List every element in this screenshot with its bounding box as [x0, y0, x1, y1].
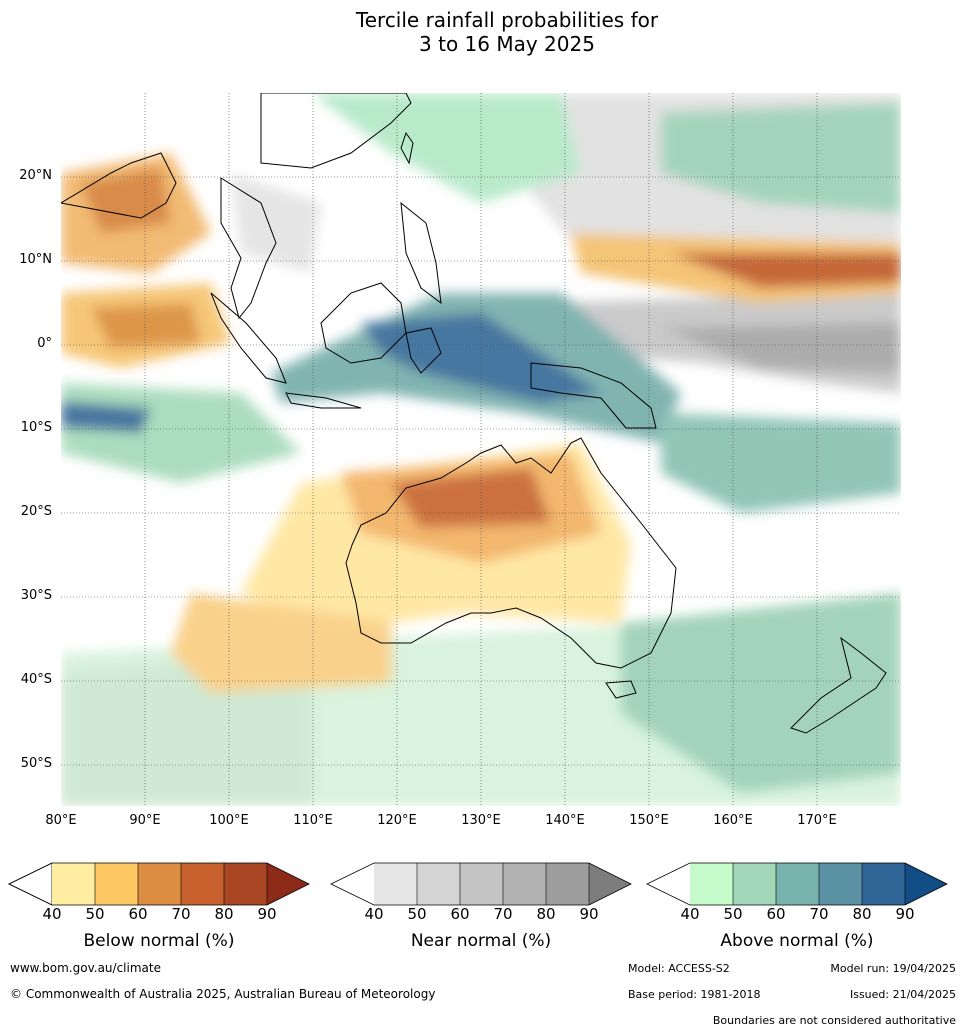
colorbar-above-bin-4: [819, 863, 862, 905]
tick-below-90: 90: [257, 905, 277, 923]
tick-above-60: 60: [766, 905, 786, 923]
coastline-philippines: [400, 201, 442, 305]
above-normal-tasman: [621, 593, 901, 793]
tick-above-70: 70: [809, 905, 829, 923]
lon-label-140e: 140°E: [545, 813, 585, 828]
footer-base-period: Base period: 1981-2018: [628, 988, 761, 1001]
map-title: Tercile rainfall probabilities for 3 to …: [0, 8, 965, 56]
coastline-sulawesi: [405, 327, 442, 374]
footer-model-run: Model run: 19/04/2025: [830, 962, 956, 975]
colorbar-near: [330, 862, 632, 906]
colorbar-below-bin-2: [95, 863, 138, 905]
lat-label-0: 0°: [37, 336, 52, 351]
legend-title-below: Below normal (%): [83, 931, 235, 951]
tick-below-80: 80: [214, 905, 234, 923]
below-normal-east-indian-core: [91, 303, 201, 348]
footer-boundaries-note: Boundaries are not considered authoritat…: [712, 1014, 956, 1027]
tick-near-60: 60: [450, 905, 470, 923]
colorbar-below-bin-1: [52, 863, 95, 905]
lon-label-120e: 120°E: [377, 813, 417, 828]
lat-label-50s: 50°S: [20, 756, 52, 771]
coastline-indochina: [220, 177, 277, 320]
colorbar-above-bin-3: [776, 863, 819, 905]
graticule: [61, 93, 901, 806]
colorbar-below-bin-5: [224, 863, 267, 905]
colorbar-above-extend-high: [905, 863, 947, 905]
lat-label-40s: 40°S: [20, 672, 52, 687]
tick-above-50: 50: [723, 905, 743, 923]
lon-label-150e: 150°E: [629, 813, 669, 828]
above-normal-south-pacific: [661, 413, 901, 513]
colorbar-below-extend-low: [8, 862, 53, 906]
lon-label-80e: 80°E: [45, 813, 77, 828]
colorbar-below: [8, 862, 310, 906]
coastline-new-guinea: [530, 362, 657, 429]
colorbar-below-extend-high: [267, 863, 309, 905]
legend-title-near: Near normal (%): [410, 931, 552, 951]
colorbar-near-bin-2: [417, 863, 460, 905]
lon-label-160e: 160°E: [713, 813, 753, 828]
lat-label-10n: 10°N: [19, 252, 52, 267]
legend-title-above: Above normal (%): [720, 931, 874, 951]
colorbar-below-bin-3: [138, 863, 181, 905]
below-normal-north-pacific-core: [671, 253, 901, 288]
tick-near-40: 40: [364, 905, 384, 923]
tick-below-70: 70: [171, 905, 191, 923]
colorbar-near-bin-3: [460, 863, 503, 905]
tick-below-50: 50: [85, 905, 105, 923]
colorbar-above-bin-1: [690, 863, 733, 905]
tick-above-80: 80: [852, 905, 872, 923]
coastline-australia: [345, 437, 677, 669]
footer-copyright: © Commonwealth of Australia 2025, Austra…: [10, 987, 436, 1001]
tick-near-90: 90: [579, 905, 599, 923]
lat-label-20s: 20°S: [20, 504, 52, 519]
title-line-2: 3 to 16 May 2025: [419, 32, 595, 56]
tick-above-40: 40: [680, 905, 700, 923]
colorbar-above-extend-low: [647, 863, 690, 905]
coastline-india: [61, 152, 177, 219]
tick-near-70: 70: [493, 905, 513, 923]
footer-model: Model: ACCESS-S2: [628, 962, 730, 975]
tick-near-50: 50: [407, 905, 427, 923]
colorbar-near-bin-4: [503, 863, 546, 905]
coastline-sumatra: [210, 292, 287, 384]
coastline-java: [285, 392, 362, 409]
coastline-china: [260, 93, 412, 169]
above-normal-indian-core: [61, 401, 151, 433]
lat-label-30s: 30°S: [20, 588, 52, 603]
title-line-1: Tercile rainfall probabilities for: [355, 8, 659, 32]
colorbar-near-extend-low: [331, 863, 374, 905]
tick-near-80: 80: [536, 905, 556, 923]
lat-label-20n: 20°N: [19, 168, 52, 183]
tick-above-90: 90: [895, 905, 915, 923]
lon-label-100e: 100°E: [209, 813, 249, 828]
below-normal-south-indian: [171, 593, 391, 693]
lon-label-170e: 170°E: [797, 813, 837, 828]
lon-label-110e: 110°E: [293, 813, 333, 828]
coastline-tasmania: [605, 680, 637, 699]
colorbar-above-bin-5: [862, 863, 905, 905]
colorbar-near-bin-5: [546, 863, 589, 905]
lat-label-10s: 10°S: [20, 420, 52, 435]
colorbar-below-bin-4: [181, 863, 224, 905]
coastline-taiwan: [400, 131, 414, 165]
above-normal-north-band: [311, 93, 581, 203]
lon-label-90e: 90°E: [129, 813, 161, 828]
colorbar-above-bin-2: [733, 863, 776, 905]
tick-below-60: 60: [128, 905, 148, 923]
footer-url[interactable]: www.bom.gov.au/climate: [10, 961, 161, 975]
near-normal-core: [661, 323, 901, 373]
colorbar-near-extend-high: [589, 863, 631, 905]
colorbar-near-bin-1: [374, 863, 417, 905]
lon-label-130e: 130°E: [461, 813, 501, 828]
footer-issued: Issued: 21/04/2025: [849, 988, 956, 1001]
coastlines: [61, 93, 887, 734]
tick-below-40: 40: [42, 905, 62, 923]
probability-map: [61, 93, 901, 806]
below-normal-bay-of-bengal-core: [81, 168, 171, 233]
above-normal-west-pacific: [661, 103, 901, 213]
coastline-new-zealand: [790, 636, 887, 734]
colorbar-above: [646, 862, 948, 906]
